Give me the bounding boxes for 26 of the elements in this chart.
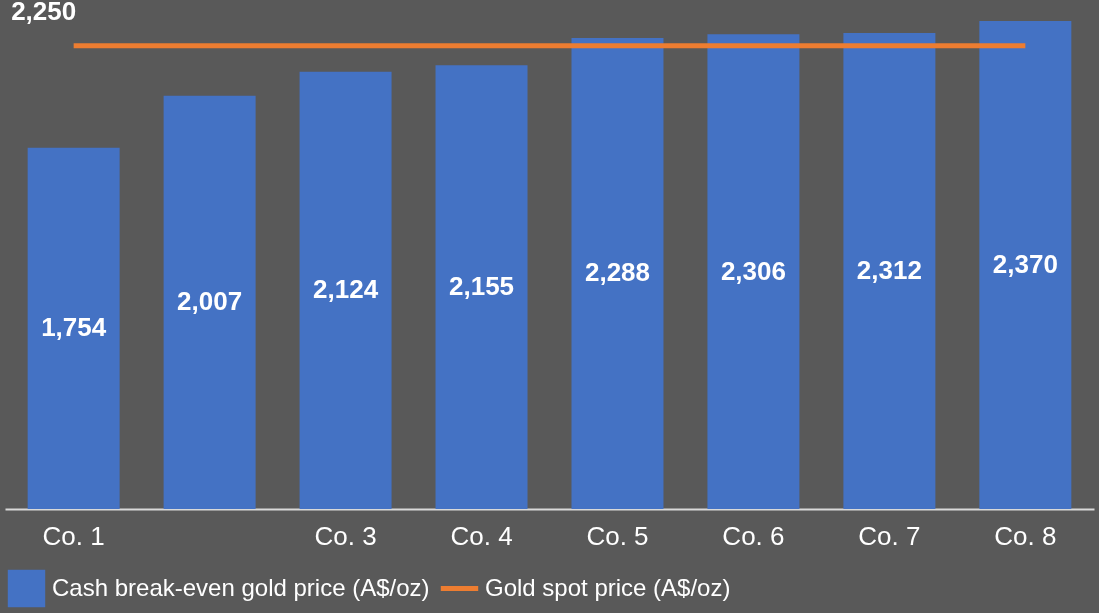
x-tick-label: Co. 5 [586,520,649,551]
bar [979,21,1072,509]
bar [163,95,256,509]
data-label: 2,124 [313,274,379,305]
x-tick-label: Co. 3 [314,520,377,551]
data-label: 2,288 [584,257,651,288]
x-tick-label: Co. 8 [994,520,1057,551]
data-label: 2,007 [177,286,243,317]
data-label: 2,155 [448,271,515,302]
x-tick-label: Co. 4 [450,520,513,551]
data-label: 1,754 [41,312,107,343]
bar [299,71,392,509]
data-label: 2,370 [992,249,1058,279]
bar [27,147,120,509]
data-label: 2,312 [856,254,922,285]
data-label: 2,306 [720,255,786,286]
bar [707,34,800,509]
legend-label: Gold spot price (A$/oz) [485,573,731,601]
bar [435,65,528,509]
data-label: 2,250 [11,0,77,26]
x-tick-label: Co. 1 [42,520,105,551]
bar [843,32,936,509]
legend-label: Cash break-even gold price (A$/oz) [52,573,430,601]
bar [571,37,664,509]
x-tick-label: Co. 7 [858,520,921,551]
x-tick-label: Co. 6 [722,520,785,551]
